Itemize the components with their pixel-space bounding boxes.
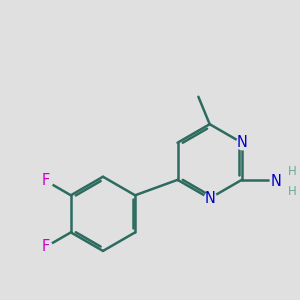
Text: N: N: [236, 135, 247, 150]
Text: F: F: [42, 173, 50, 188]
Text: F: F: [42, 239, 50, 254]
Text: N: N: [270, 174, 281, 189]
Text: N: N: [204, 191, 215, 206]
Text: H: H: [288, 165, 297, 178]
Text: H: H: [288, 184, 297, 198]
